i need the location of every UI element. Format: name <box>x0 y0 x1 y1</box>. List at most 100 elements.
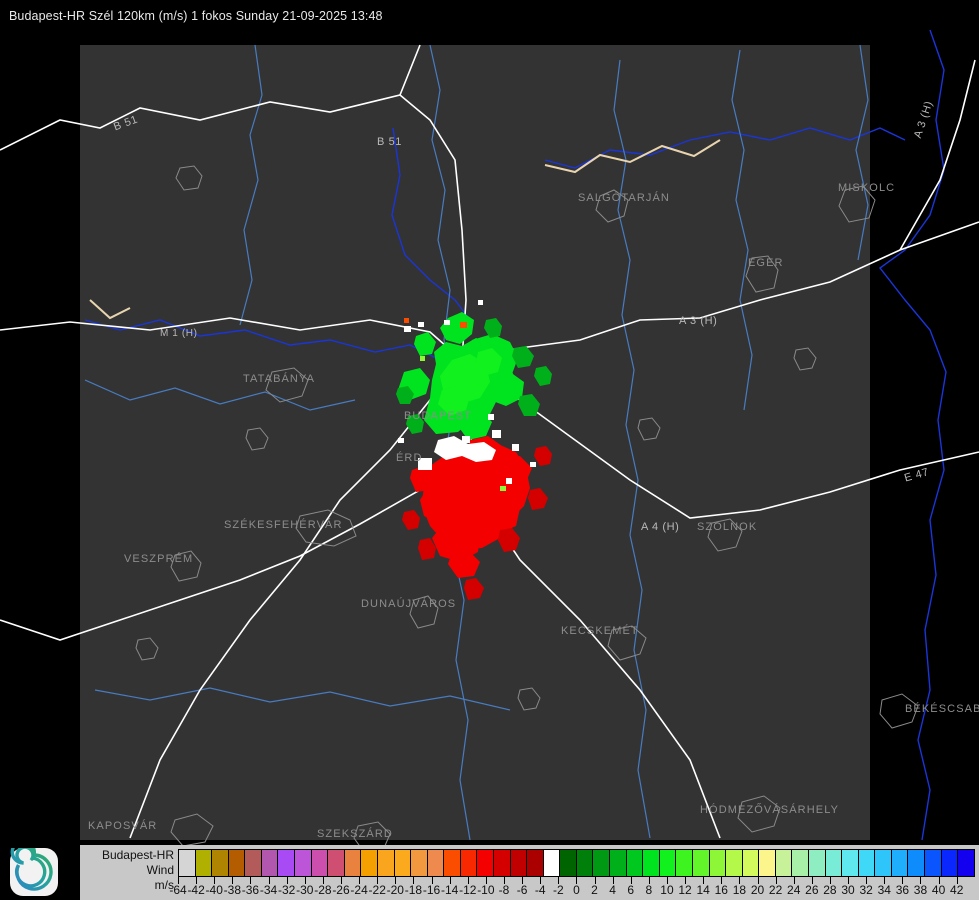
legend-tick-30: 16 <box>715 877 739 899</box>
legend-tick-28: 12 <box>678 877 703 899</box>
legend-swatch-37 <box>792 850 809 876</box>
legend-tick-19: -6 <box>517 877 540 899</box>
legend-tick-mark <box>232 877 234 884</box>
road-label-a3-h: A 3 (H) <box>679 315 718 327</box>
city-label-dunaujvaros: DUNAÚJVÁROS <box>361 598 457 610</box>
legend-tick-mark <box>685 877 687 884</box>
legend-tick-label: 28 <box>823 883 837 897</box>
legend-swatch-9 <box>328 850 345 876</box>
legend-swatch-7 <box>295 850 312 876</box>
legend-swatch-44 <box>908 850 926 876</box>
legend-tick-mark <box>304 877 306 884</box>
legend-swatch-36 <box>775 850 793 876</box>
page-title: Budapest-HR Szél 120km (m/s) 1 fokos Sun… <box>9 9 383 23</box>
legend-swatch-0 <box>179 850 196 876</box>
legend-tick-label: -22 <box>368 883 386 897</box>
legend-tick-mark <box>485 877 487 884</box>
legend-swatch-17 <box>460 850 478 876</box>
legend-tick-mark <box>811 877 813 884</box>
legend-tick-mark <box>196 877 198 884</box>
legend-tick-label: 24 <box>787 883 801 897</box>
legend-tick-label: -10 <box>477 883 495 897</box>
road-label-b51-east: B 51 <box>377 136 403 148</box>
legend-tick-11: -22 <box>369 877 395 899</box>
echo-red-core <box>410 436 532 578</box>
legend-tick-16: -12 <box>459 877 486 899</box>
legend-swatch-15 <box>427 850 445 876</box>
legend-tick-mark <box>757 877 759 884</box>
legend-tick-mark <box>594 877 596 884</box>
logo-spiral-icon <box>10 848 53 891</box>
legend-tick-label: -12 <box>459 883 477 897</box>
legend-swatch-35 <box>759 850 776 876</box>
legend-tick-mark <box>630 877 632 884</box>
legend-tick-27: 10 <box>660 877 685 899</box>
legend-swatch-28 <box>643 850 660 876</box>
legend-tick-mark <box>503 877 505 884</box>
spiral-logo[interactable] <box>10 848 58 896</box>
legend-tick-12: -20 <box>387 877 413 899</box>
legend-tick-22: 0 <box>573 877 594 899</box>
legend-swatch-30 <box>676 850 693 876</box>
legend-tick-17: -10 <box>477 877 504 899</box>
legend-tick-23: 2 <box>591 877 613 899</box>
legend-swatch-23 <box>560 850 577 876</box>
city-label-budapest: BUDAPEST <box>404 410 473 422</box>
legend-tick-mark <box>540 877 542 884</box>
legend-swatch-4 <box>245 850 262 876</box>
legend-tick-34: 24 <box>787 877 812 899</box>
legend-tick-7: -30 <box>296 877 323 899</box>
echo-green-dark <box>396 318 552 458</box>
legend-tick-mark <box>395 877 397 884</box>
legend-tick-mark <box>775 877 777 884</box>
road-layer <box>0 44 979 839</box>
legend-tick-mark <box>340 877 342 884</box>
legend-tick-mark <box>178 877 179 884</box>
legend-tick-41: 38 <box>914 877 938 899</box>
legend-tick-1: -42 <box>187 877 214 899</box>
legend-swatch-11 <box>361 850 378 876</box>
legend-tick-29: 14 <box>696 877 721 899</box>
city-label-szekszard: SZEKSZÁRD <box>317 828 393 840</box>
legend-tick-20: -4 <box>535 877 558 899</box>
legend-swatch-12 <box>377 850 395 876</box>
city-label-erd: ÉRD <box>396 452 423 464</box>
legend-tick-33: 22 <box>769 877 794 899</box>
legend-tick-label: -30 <box>296 883 314 897</box>
legend-line-2: Wind <box>146 863 174 877</box>
legend-tick-mark <box>884 877 886 884</box>
legend-swatch-47 <box>958 850 974 876</box>
legend-swatch-13 <box>394 850 412 876</box>
legend-swatch-25 <box>593 850 611 876</box>
legend-swatch-40 <box>842 850 859 876</box>
legend-swatch-2 <box>212 850 229 876</box>
legend-tick-8: -28 <box>314 877 341 899</box>
legend-swatch-31 <box>692 850 710 876</box>
radar-image[interactable]: SALGÓTARJÁN MISKOLC EGER TATABÁNYA BUDAP… <box>0 0 979 853</box>
legend-ticks: -64 -42 -40 -38 -36 -34 -32 -30 -28 -26 -24 -22 -20-… <box>169 877 975 899</box>
road-label-m1-h: M 1 (H) <box>160 328 198 339</box>
legend-tick-mark <box>829 877 831 884</box>
legend-swatch-24 <box>576 850 594 876</box>
legend-swatch-22 <box>543 850 561 876</box>
echo-red-dark <box>402 446 552 600</box>
legend-swatch-32 <box>709 850 727 876</box>
legend-tick-label: -42 <box>187 883 205 897</box>
legend-swatch-21 <box>527 850 544 876</box>
legend-tick-mark <box>322 877 324 884</box>
legend-swatch-20 <box>510 850 528 876</box>
legend-tick-label: 22 <box>768 883 783 897</box>
echo-orange-pixels <box>404 318 467 328</box>
legend-tick-label: 38 <box>913 883 928 897</box>
legend-tick-mark <box>413 877 415 884</box>
legend-tick-label: 2 <box>591 883 598 897</box>
legend-tick-15: -14 <box>441 877 468 899</box>
legend-tick-6: -32 <box>278 877 305 899</box>
legend-tick-label: -38 <box>223 883 241 897</box>
legend-swatches <box>178 849 975 877</box>
legend-tick-label: 12 <box>678 883 692 897</box>
legend-tick-label: 18 <box>732 883 747 897</box>
legend-tick-label: -36 <box>241 883 260 897</box>
town-outline-layer <box>135 165 919 853</box>
legend-tick-35: 26 <box>805 877 830 899</box>
